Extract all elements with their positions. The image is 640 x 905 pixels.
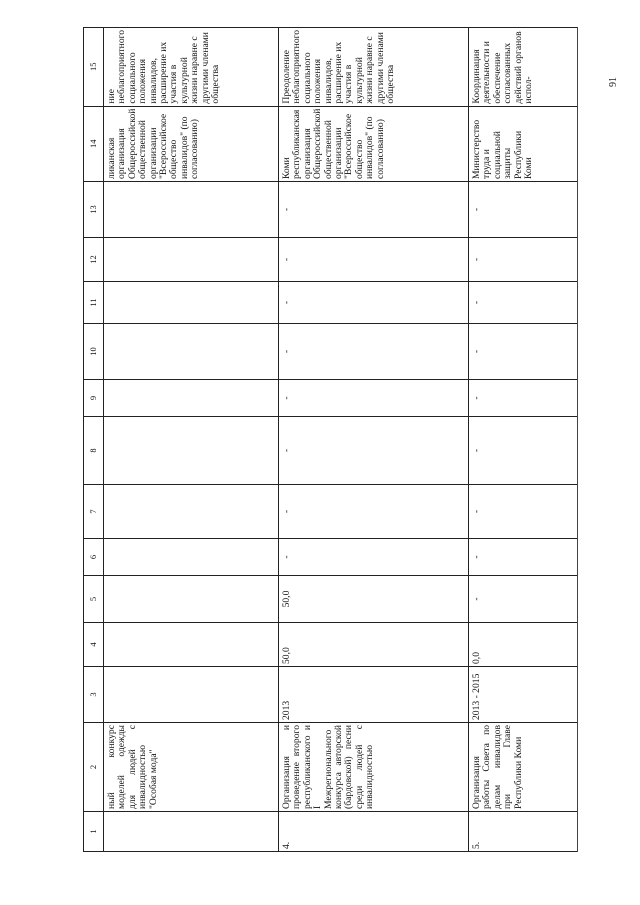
table-cell: - (278, 323, 469, 380)
table-cell: Организация работы Совета по делам инвал… (468, 722, 578, 812)
table-cell: Организация и проведение второго республ… (278, 722, 469, 812)
table-cell (103, 538, 279, 576)
table-cell (103, 622, 279, 667)
column-number-cell: 10 (83, 323, 104, 380)
column-number-cell: 4 (83, 622, 104, 667)
table-cell: - (468, 237, 578, 282)
table-cell: 2013 (278, 666, 469, 723)
table-cell: Коми республиканская организация Общерос… (278, 106, 469, 182)
table-cell: - (468, 416, 578, 485)
table-row: ный конкурс моделей одежды для людей с и… (103, 27, 279, 852)
table-cell: 4. (278, 811, 469, 852)
table-cell: 50,0 (278, 575, 469, 623)
table-cell: - (468, 181, 578, 238)
table-cell: 0,0 (468, 622, 578, 667)
table-cell: - (468, 323, 578, 380)
column-number-cell: 2 (83, 722, 104, 812)
column-number-cell: 15 (83, 27, 104, 107)
table-cell: - (278, 538, 469, 576)
column-number-cell: 5 (83, 575, 104, 623)
table-cell: - (278, 281, 469, 324)
table-row: 4. Организация и проведение второго респу… (278, 27, 469, 852)
column-number-cell: 1 (83, 811, 104, 852)
table-row: 5. Организация работы Совета по делам инв… (468, 27, 578, 852)
table-cell (103, 281, 279, 324)
table-cell: ликанская организация Общероссийской общ… (103, 106, 279, 182)
page-number: 91 (608, 77, 619, 87)
column-number-cell: 13 (83, 181, 104, 238)
table-cell (103, 811, 279, 852)
column-number-cell: 7 (83, 484, 104, 539)
table-cell: - (278, 181, 469, 238)
table-cell (103, 237, 279, 282)
table-cell: 50,0 (278, 622, 469, 667)
column-number-cell: 8 (83, 416, 104, 485)
table-cell: - (278, 484, 469, 539)
column-number-cell: 12 (83, 237, 104, 282)
table-cell: - (278, 416, 469, 485)
column-number-cell: 3 (83, 666, 104, 723)
column-number-row: 1 2 3 4 5 6 7 8 9 10 11 12 13 14 15 (83, 27, 104, 852)
program-table: 1 2 3 4 5 6 7 8 9 10 11 12 13 14 15 ный конкурс моделей… (83, 27, 578, 852)
table-cell (103, 484, 279, 539)
table-cell (103, 416, 279, 485)
column-number-cell: 6 (83, 538, 104, 576)
table-cell: - (468, 281, 578, 324)
table-cell (103, 379, 279, 417)
table-cell: - (468, 538, 578, 576)
table-cell (103, 666, 279, 723)
column-number-cell: 9 (83, 379, 104, 417)
table-cell: Преодоление неблагоприятного социального… (278, 27, 469, 107)
table-cell: - (468, 484, 578, 539)
table-cell: - (278, 379, 469, 417)
table-cell: 5. (468, 811, 578, 852)
table-cell: 2013 - 2015 (468, 666, 578, 723)
table-cell: - (278, 237, 469, 282)
table-cell: ние неблагоприятного социального положен… (103, 27, 279, 107)
table-cell (103, 575, 279, 623)
table-cell: ный конкурс моделей одежды для людей с и… (103, 722, 279, 812)
table-cell (103, 323, 279, 380)
table-cell: - (468, 379, 578, 417)
column-number-cell: 14 (83, 106, 104, 182)
column-number-cell: 11 (83, 281, 104, 324)
table-cell: - (468, 575, 578, 623)
table-cell: Координация деятельности и обеспечение с… (468, 27, 578, 107)
table-cell: Министерство труда и социальной защиты Р… (468, 106, 578, 182)
table-cell (103, 181, 279, 238)
